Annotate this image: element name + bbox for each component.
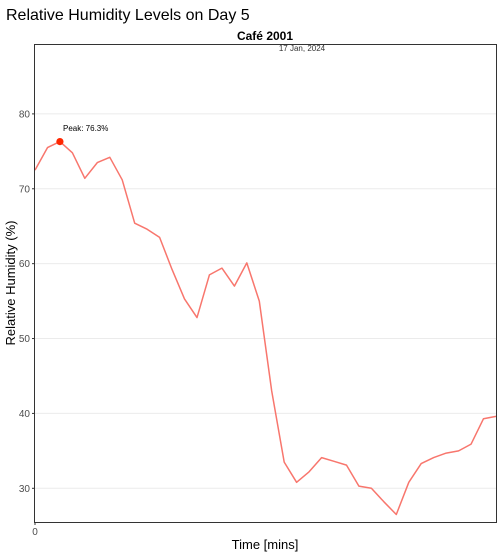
peak-point (56, 137, 64, 146)
chart-title: Relative Humidity Levels on Day 5 (6, 7, 250, 24)
date-label: 17 Jan, 2024 (279, 44, 326, 53)
y-tick-label: 30 (19, 484, 31, 495)
plot-panel (34, 44, 497, 523)
series-layer (34, 137, 497, 516)
humidity-line (34, 140, 497, 516)
y-tick-label: 50 (19, 334, 31, 345)
y-tick-label: 60 (19, 259, 31, 270)
peak-annotation: Peak: 76.3% (63, 124, 108, 133)
x-axis-title: Time [mins] (232, 537, 299, 552)
y-tick-label: 80 (19, 109, 31, 120)
y-axis-title: Relative Humidity (%) (3, 221, 18, 346)
y-tick-label: 40 (19, 409, 31, 420)
x-tick-label: 0 (32, 527, 38, 538)
chart-subtitle: Café 2001 (237, 29, 293, 43)
gridlines (35, 113, 496, 489)
y-tick-label: 70 (19, 184, 31, 195)
axis-ticks: 30 40 50 60 70 80 0 (19, 109, 38, 538)
